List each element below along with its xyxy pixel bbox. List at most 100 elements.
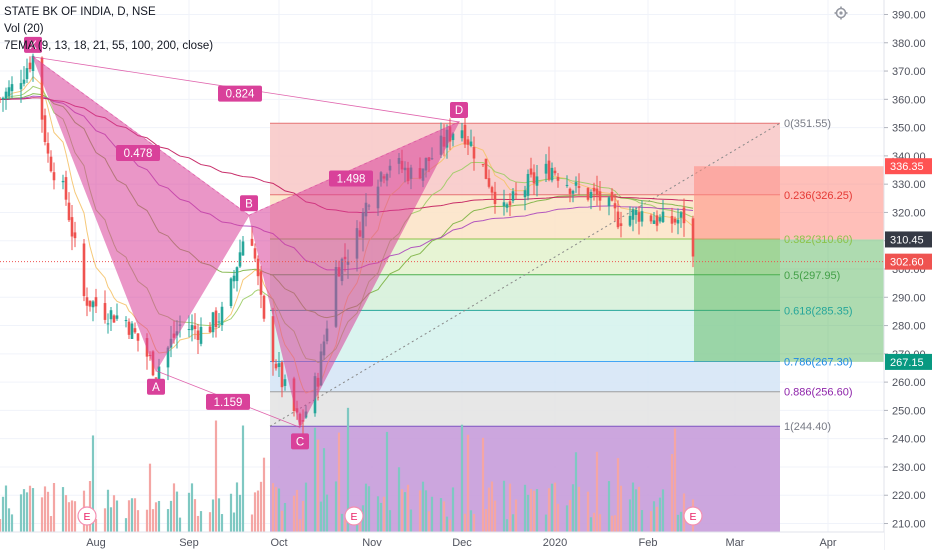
- pattern-point-b[interactable]: B: [240, 195, 258, 212]
- volume-bar: [298, 519, 302, 532]
- price-tick-label: 380.00: [892, 38, 926, 50]
- candle-body: [676, 219, 680, 224]
- candle-body: [661, 211, 665, 223]
- volume-bar: [151, 509, 155, 532]
- candle-body: [271, 316, 275, 363]
- time-axis[interactable]: Aug Sep Oct Nov Dec 2020 Feb Mar Apr: [0, 531, 884, 550]
- volume-bar: [271, 483, 275, 532]
- volume-bar: [22, 489, 26, 532]
- volume-bar: [676, 514, 680, 532]
- candle-body: [586, 188, 590, 200]
- candle-body: [22, 79, 26, 84]
- volume-bar: [469, 510, 473, 532]
- pattern-ratio-label-bg: [329, 170, 373, 187]
- candle-body: [508, 201, 512, 206]
- pattern-ratio-label[interactable]: 0.478: [116, 145, 160, 162]
- volume-bar: [325, 494, 329, 532]
- volume-bar: [199, 511, 203, 532]
- candle-body: [652, 220, 656, 224]
- volume-bar: [514, 499, 518, 532]
- ema-indicator-label[interactable]: 7EMA (9, 13, 18, 21, 55, 100, 200, close…: [4, 40, 214, 52]
- earnings-event-marker[interactable]: E: [683, 506, 703, 526]
- candle-body: [502, 202, 506, 207]
- pattern-point-a[interactable]: A: [147, 378, 165, 395]
- candle-body: [235, 267, 239, 282]
- volume-bar: [220, 514, 224, 532]
- candle-body: [259, 271, 263, 295]
- volume-bar: [388, 510, 392, 532]
- candle-body: [73, 232, 77, 239]
- volume-bar: [274, 487, 278, 532]
- volume-bar: [172, 483, 176, 532]
- volume-bar: [94, 519, 98, 532]
- volume-bar: [613, 515, 617, 532]
- pattern-ratio-label[interactable]: 1.498: [329, 170, 373, 187]
- price-tick-label: 390.00: [892, 9, 926, 21]
- price-badge-label: 336.35: [890, 161, 924, 173]
- volume-bar: [553, 482, 557, 532]
- candle-body: [550, 167, 554, 181]
- candle-body: [637, 212, 641, 222]
- volume-bar: [19, 494, 23, 532]
- fib-level-label: 0(351.55): [784, 118, 831, 130]
- pattern-ratio-label[interactable]: 1.159: [206, 393, 250, 410]
- earnings-event-marker[interactable]: E: [77, 506, 97, 526]
- fib-level-label: 0.786(267.30): [784, 356, 853, 368]
- candle-body: [136, 333, 140, 341]
- volume-bar: [472, 513, 476, 532]
- volume-bar: [343, 519, 347, 532]
- volume-bar: [133, 498, 137, 532]
- pattern-ratio-label[interactable]: 0.824: [218, 85, 262, 102]
- volume-bar: [40, 497, 44, 532]
- price-badge: 302.60: [885, 253, 932, 270]
- pattern-point-c-bg: [291, 433, 309, 450]
- price-axis[interactable]: 390.00380.00370.00360.00350.00340.00330.…: [883, 0, 932, 550]
- volume-bar: [292, 495, 296, 532]
- candle-body: [103, 303, 107, 320]
- pattern-point-b-bg: [240, 195, 258, 212]
- volume-bar: [145, 509, 149, 532]
- candle-body: [592, 187, 596, 192]
- candle-body: [229, 278, 233, 307]
- candle-body: [655, 215, 659, 226]
- candle-body: [190, 324, 194, 331]
- fib-level-label: 0.886(256.60): [784, 387, 853, 399]
- earnings-event-marker[interactable]: E: [344, 506, 364, 526]
- candle-body: [490, 187, 494, 193]
- candle-body: [619, 223, 623, 227]
- volume-bar: [334, 481, 338, 532]
- volume-bar: [430, 496, 434, 532]
- candle-body: [283, 379, 287, 386]
- volume-bar: [211, 499, 215, 532]
- volume-bar: [385, 431, 389, 532]
- volume-bar: [556, 503, 560, 532]
- candle-body: [568, 188, 572, 194]
- volume-bar: [43, 486, 47, 532]
- time-tick-label: Sep: [179, 537, 199, 549]
- candle-body: [460, 130, 464, 139]
- volume-bar: [493, 500, 497, 532]
- pattern-point-c[interactable]: C: [291, 433, 309, 450]
- volume-bar: [655, 506, 659, 532]
- symbol-title[interactable]: STATE BK OF INDIA, D, NSE: [4, 6, 156, 18]
- time-tick-label: Dec: [452, 537, 472, 549]
- candle-body: [535, 176, 539, 186]
- volume-indicator-label[interactable]: Vol (20): [4, 23, 44, 35]
- volume-bar: [4, 485, 8, 532]
- pattern-point-x[interactable]: X: [24, 36, 42, 53]
- price-axis-bg: [884, 0, 932, 550]
- gear-icon[interactable]: [834, 6, 848, 20]
- pattern-point-a-bg: [147, 378, 165, 395]
- candle-body: [472, 147, 476, 159]
- volume-bar: [64, 495, 68, 532]
- volume-bar: [91, 435, 95, 532]
- pattern-point-d[interactable]: D: [450, 101, 468, 118]
- volume-bar: [481, 437, 485, 532]
- volume-bar: [571, 484, 575, 532]
- candle-body: [115, 315, 119, 319]
- volume-bar: [136, 510, 140, 532]
- volume-bar: [616, 458, 620, 532]
- candle-body: [64, 177, 68, 200]
- volume-bar: [367, 486, 371, 532]
